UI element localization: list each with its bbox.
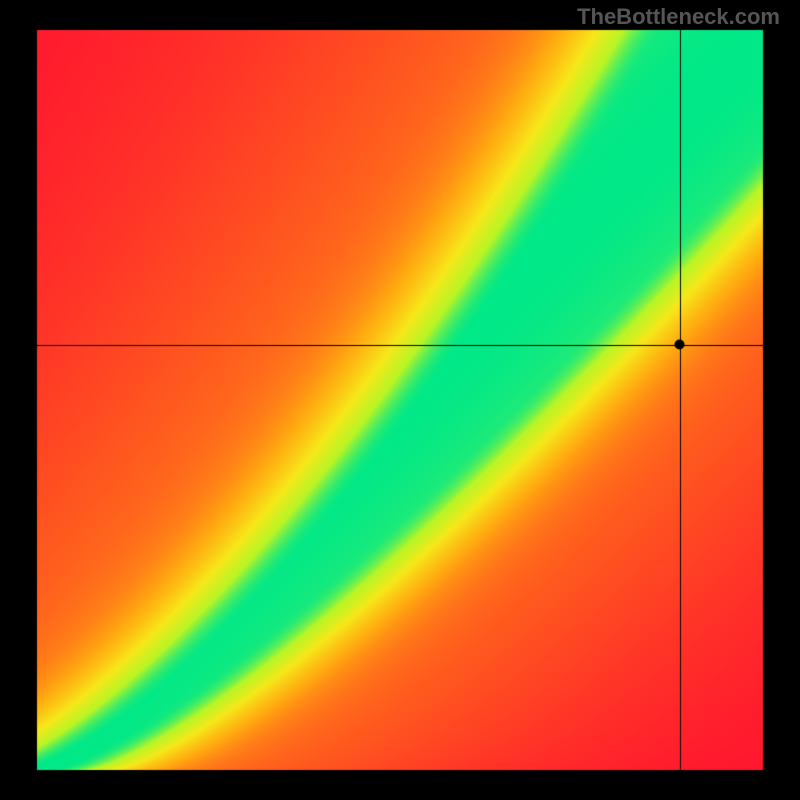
bottleneck-heatmap	[0, 0, 800, 800]
watermark-text: TheBottleneck.com	[577, 4, 780, 30]
